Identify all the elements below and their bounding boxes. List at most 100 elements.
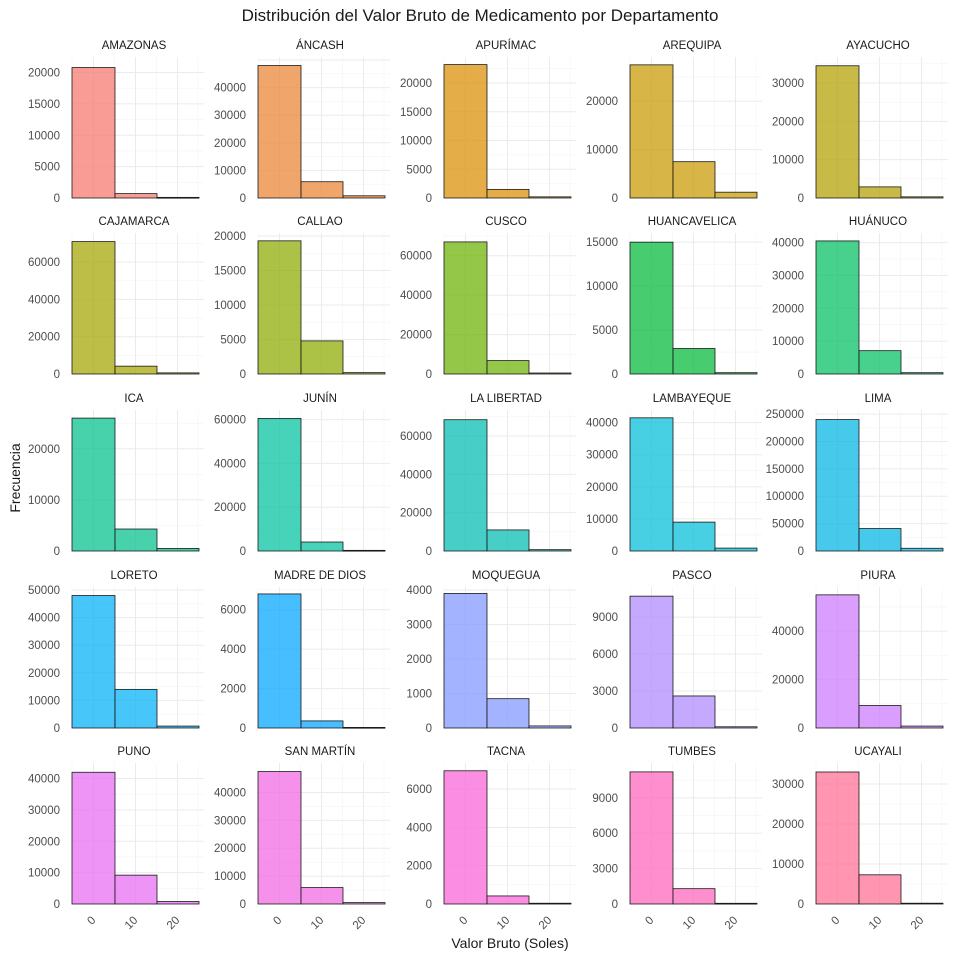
histogram-bar — [300, 541, 344, 552]
histogram-bar — [528, 372, 572, 375]
histogram-bar — [714, 902, 758, 905]
y-tick-label: 0 — [426, 899, 432, 911]
y-tick-label: 0 — [612, 723, 618, 735]
histogram-bar — [257, 65, 302, 199]
histogram-bar — [815, 771, 860, 905]
histogram-bar — [486, 360, 530, 375]
y-tick-label: 0 — [426, 546, 432, 558]
histogram-bar — [342, 902, 386, 905]
histogram-bar — [156, 372, 200, 375]
histogram-bar — [342, 195, 386, 199]
y-tick-label: 0 — [798, 723, 804, 735]
y-tick-label: 20000 — [28, 668, 60, 680]
facet-panel-8: CUSCO 0 20000 40000 60000 — [400, 216, 576, 381]
facet-title: HUANCAVELICA — [648, 216, 737, 228]
y-tick-label: 5000 — [406, 164, 432, 176]
x-tick-label: 20 — [165, 914, 183, 932]
y-tick-label: 250000 — [766, 409, 804, 421]
y-tick-label: 0 — [798, 193, 804, 205]
y-tick-label: 0 — [426, 193, 432, 205]
histogram-bar — [300, 340, 344, 375]
histogram-bar — [257, 418, 302, 552]
histogram-bar — [71, 595, 116, 729]
facet-panel-21: PUNO 0 10000 20000 30000 40000 0 10 20 — [28, 746, 204, 932]
y-tick-label: 40000 — [400, 469, 432, 481]
histogram-bar — [629, 241, 674, 375]
y-tick-label: 6000 — [220, 605, 246, 617]
histogram-bar — [672, 348, 716, 375]
y-tick-label: 60000 — [214, 415, 246, 427]
y-tick-label: 0 — [240, 723, 246, 735]
y-tick-label: 3000 — [592, 686, 618, 698]
x-axis-label: Valor Bruto (Soles) — [451, 935, 569, 951]
facet-panel-5: AYACUCHO 0 10000 20000 30000 — [772, 40, 948, 205]
y-tick-label: 10000 — [28, 868, 60, 880]
histogram-bar — [71, 417, 116, 552]
y-tick-label: 30000 — [214, 110, 246, 122]
y-tick-label: 40000 — [772, 238, 804, 250]
y-tick-label: 200000 — [766, 436, 804, 448]
facet-panel-19: PASCO 0 3000 6000 9000 — [592, 570, 762, 735]
facet-title: ÁNCASH — [296, 39, 344, 52]
histogram-bar — [714, 547, 758, 552]
facet-panel-10: HUÁNUCO 0 10000 20000 30000 40000 — [772, 215, 948, 381]
histogram-bar — [342, 549, 386, 552]
y-tick-label: 2000 — [406, 861, 432, 873]
histogram-bar — [900, 902, 944, 905]
y-tick-label: 50000 — [772, 519, 804, 531]
facet-title: APURÍMAC — [476, 39, 537, 52]
facet-panel-17: MADRE DE DIOS 0 2000 4000 6000 — [220, 570, 390, 735]
histogram-bar — [156, 548, 200, 552]
y-tick-label: 30000 — [772, 779, 804, 791]
facet-title: TACNA — [487, 746, 525, 758]
histogram-bar — [815, 65, 860, 199]
x-tick-label: 20 — [723, 914, 741, 932]
y-tick-label: 10000 — [586, 145, 618, 157]
histogram-bar — [156, 901, 200, 905]
y-tick-label: 20000 — [400, 330, 432, 342]
y-tick-label: 9000 — [592, 793, 618, 805]
histogram-bar — [156, 725, 200, 729]
facet-panel-7: CALLAO 0 5000 10000 15000 20000 — [214, 216, 390, 381]
y-tick-label: 30000 — [586, 450, 618, 462]
facet-panel-1: AMAZONAS 0 5000 10000 15000 20000 — [28, 40, 204, 205]
histogram-bar — [342, 727, 386, 729]
y-tick-label: 6000 — [592, 649, 618, 661]
y-tick-label: 4000 — [406, 822, 432, 834]
y-tick-label: 20000 — [214, 231, 246, 243]
histogram-bar — [672, 161, 716, 199]
y-tick-label: 20000 — [586, 96, 618, 108]
facet-panel-9: HUANCAVELICA 0 5000 10000 15000 — [586, 216, 762, 381]
y-tick-label: 40000 — [400, 290, 432, 302]
histogram-bar — [300, 181, 344, 199]
histogram-bar — [714, 191, 758, 199]
y-tick-label: 10000 — [586, 514, 618, 526]
y-tick-label: 0 — [612, 193, 618, 205]
y-tick-label: 20000 — [214, 502, 246, 514]
y-tick-label: 40000 — [28, 294, 60, 306]
histogram-bar — [443, 770, 488, 905]
facet-title: HUÁNUCO — [849, 215, 907, 228]
facet-title: LORETO — [110, 570, 157, 582]
y-tick-label: 40000 — [214, 458, 246, 470]
y-tick-label: 0 — [54, 193, 60, 205]
y-tick-label: 20000 — [400, 508, 432, 520]
histogram-bar — [858, 186, 902, 199]
x-tick-label: 0 — [643, 914, 656, 927]
histogram-bar — [257, 593, 302, 729]
facet-title: JUNÍN — [303, 392, 337, 405]
y-tick-label: 2000 — [406, 654, 432, 666]
x-tick-label: 20 — [537, 914, 555, 932]
facet-panel-6: CAJAMARCA 0 20000 40000 60000 — [28, 216, 204, 381]
x-tick-label: 10 — [867, 914, 885, 932]
y-tick-label: 10000 — [772, 336, 804, 348]
facet-panel-15: LIMA 0 50000 100000 150000 200000 250000 — [766, 393, 948, 558]
histogram-bar — [858, 874, 902, 905]
y-tick-label: 0 — [240, 369, 246, 381]
facet-title: PUNO — [117, 746, 150, 758]
y-tick-label: 3000 — [592, 864, 618, 876]
histogram-bar — [342, 372, 386, 375]
facet-title: AYACUCHO — [846, 40, 910, 52]
histogram-bar — [443, 64, 488, 199]
